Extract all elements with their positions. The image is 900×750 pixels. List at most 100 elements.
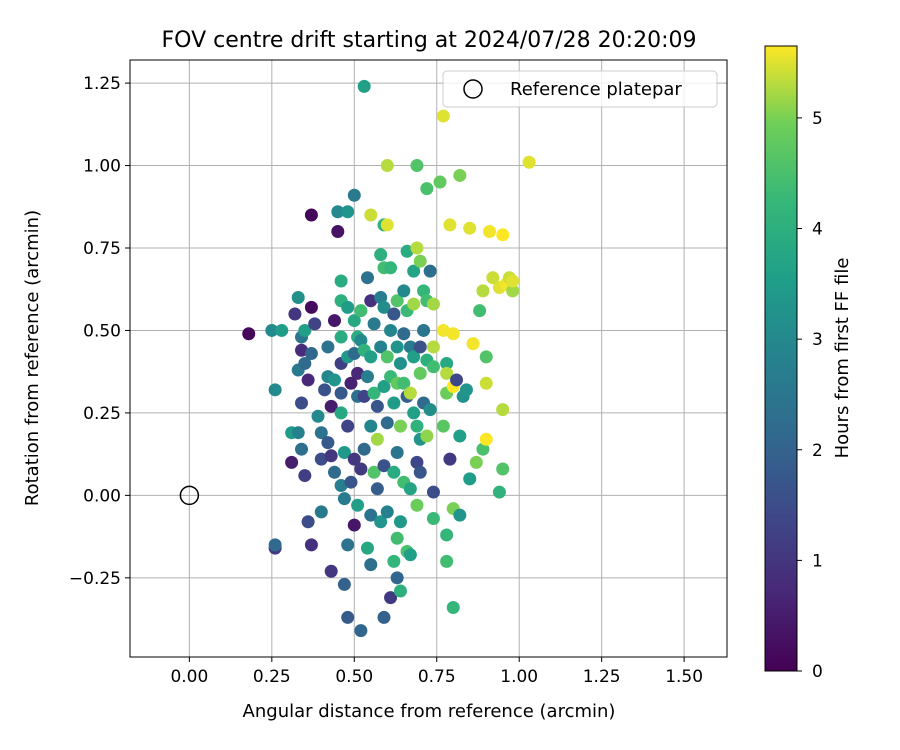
data-point <box>413 254 427 268</box>
data-point <box>341 538 355 552</box>
y-axis-label: Rotation from reference (arcmin) <box>22 210 43 506</box>
data-point <box>360 541 374 555</box>
data-point <box>453 429 467 443</box>
data-point <box>341 610 355 624</box>
data-point <box>483 225 497 239</box>
data-point <box>380 350 394 364</box>
x-tick-label: 0.75 <box>418 667 456 687</box>
data-point <box>308 317 322 331</box>
data-point <box>295 442 309 456</box>
data-point <box>380 159 394 173</box>
data-point <box>413 465 427 479</box>
data-point <box>334 386 348 400</box>
colorbar-label: Hours from first FF file <box>832 258 853 459</box>
data-point <box>522 155 536 169</box>
data-point <box>298 469 312 483</box>
data-point <box>344 475 358 489</box>
data-point <box>496 403 510 417</box>
data-point <box>364 350 378 364</box>
data-point <box>367 317 381 331</box>
data-point <box>295 343 309 357</box>
x-tick-label: 1.50 <box>665 667 703 687</box>
data-point <box>407 350 421 364</box>
data-point <box>390 531 404 545</box>
data-point <box>374 248 388 262</box>
data-point <box>295 396 309 410</box>
data-point <box>334 330 348 344</box>
data-point <box>426 297 440 311</box>
data-point <box>423 264 437 278</box>
data-point <box>347 518 361 532</box>
colorbar-tick-label: 2 <box>812 441 823 461</box>
data-point <box>265 323 279 337</box>
data-point <box>380 505 394 519</box>
data-point <box>311 409 325 423</box>
data-point <box>337 577 351 591</box>
data-point <box>347 314 361 328</box>
data-point <box>298 323 312 337</box>
data-point <box>393 584 407 598</box>
data-point <box>410 419 424 433</box>
data-point <box>314 426 328 440</box>
data-point <box>397 327 411 341</box>
data-point <box>298 356 312 370</box>
data-point <box>403 548 417 562</box>
data-point <box>446 327 460 341</box>
data-point <box>417 284 431 298</box>
data-point <box>370 432 384 446</box>
y-tick-label: 0.50 <box>83 321 121 341</box>
data-point <box>463 472 477 486</box>
data-point <box>242 327 256 341</box>
data-point <box>479 376 493 390</box>
data-point <box>301 373 315 387</box>
data-point <box>426 511 440 525</box>
y-tick-label: 0.25 <box>83 404 121 424</box>
data-point <box>321 340 335 354</box>
data-point <box>374 340 388 354</box>
data-point <box>410 498 424 512</box>
data-point <box>304 347 318 361</box>
data-point <box>469 455 483 469</box>
data-point <box>393 356 407 370</box>
data-point <box>506 284 520 298</box>
data-point <box>436 323 450 337</box>
data-point <box>341 419 355 433</box>
data-point <box>347 188 361 202</box>
x-tick-label: 0.25 <box>253 667 291 687</box>
data-point <box>304 300 318 314</box>
data-point <box>337 446 351 460</box>
data-point <box>436 419 450 433</box>
data-point <box>314 452 328 466</box>
data-point <box>413 340 427 354</box>
data-point <box>423 403 437 417</box>
data-point <box>377 300 391 314</box>
data-point <box>410 241 424 255</box>
y-tick-label: 1.25 <box>83 74 121 94</box>
data-point <box>324 564 338 578</box>
y-tick-label: 0.00 <box>83 486 121 506</box>
data-point <box>285 455 299 469</box>
data-point <box>479 350 493 364</box>
data-point <box>357 442 371 456</box>
x-tick-label: 0.50 <box>335 667 373 687</box>
data-point <box>268 383 282 397</box>
y-axis-ticks: −0.25 0.00 0.25 0.50 0.75 1.00 1.25 <box>69 74 130 589</box>
data-point <box>374 515 388 529</box>
colorbar-tick-label: 5 <box>812 109 823 129</box>
data-point <box>334 478 348 492</box>
data-point <box>334 406 348 420</box>
data-point <box>354 462 368 476</box>
data-point <box>426 485 440 499</box>
data-point <box>413 366 427 380</box>
data-point <box>268 538 282 552</box>
data-point <box>370 399 384 413</box>
data-point <box>466 337 480 351</box>
data-point <box>473 304 487 318</box>
x-tick-label: 1.00 <box>500 667 538 687</box>
data-point <box>377 459 391 473</box>
legend-label: Reference platepar <box>510 79 682 100</box>
x-axis-ticks: 0.00 0.25 0.50 0.75 1.00 1.25 1.50 <box>170 657 703 687</box>
data-point <box>291 290 305 304</box>
x-tick-label: 1.25 <box>583 667 621 687</box>
data-point <box>417 323 431 337</box>
